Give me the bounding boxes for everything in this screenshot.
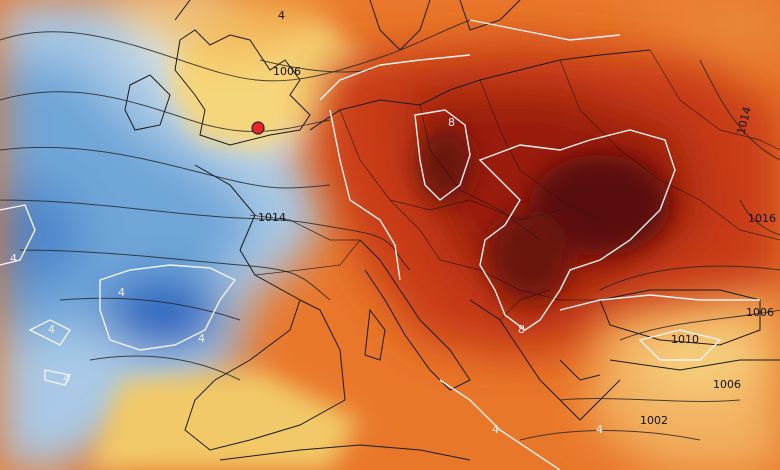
location-marker bbox=[251, 121, 265, 135]
isobar-label: 1002 bbox=[640, 414, 668, 427]
anomaly-label: 4 bbox=[596, 423, 603, 436]
coastlines bbox=[124, 0, 780, 461]
country-borders bbox=[249, 49, 780, 321]
isobars bbox=[0, 19, 780, 441]
isobar-label: 1006 bbox=[746, 306, 774, 319]
anomaly-label: 8 bbox=[448, 116, 455, 129]
isobar-label: 1016 bbox=[748, 212, 776, 225]
anomaly-label: 4 bbox=[10, 252, 17, 265]
isobar-label: 1010 bbox=[671, 333, 699, 346]
isobar-label: 1014 bbox=[258, 211, 286, 224]
anomaly-labels: 4 4 4 4 4 8 8 4 4 bbox=[10, 116, 603, 436]
anomaly-label: 4 bbox=[492, 423, 499, 436]
isobar-label: 1006 bbox=[713, 378, 741, 391]
anomaly-label: 4 bbox=[198, 332, 205, 345]
anomaly-contours bbox=[0, 19, 760, 470]
anomaly-label: 4 bbox=[63, 372, 70, 385]
anomaly-label: 4 bbox=[118, 286, 125, 299]
isobar-label: 4 bbox=[278, 9, 285, 22]
anomaly-label: 8 bbox=[518, 323, 525, 336]
isobar-label: 1006 bbox=[273, 65, 301, 78]
anomaly-label: 4 bbox=[48, 323, 55, 336]
